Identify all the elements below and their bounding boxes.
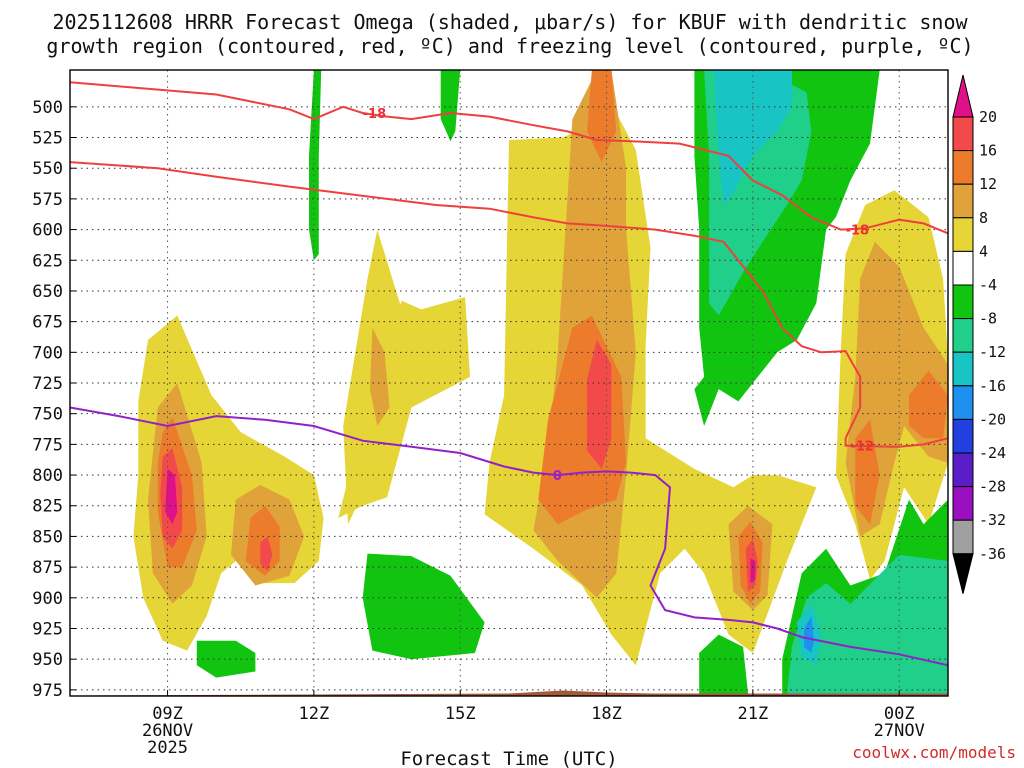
omega-region-4 xyxy=(165,468,178,525)
omega-colorbar: 20 16 12 8 4 -4 -8 -12 -16 -20 -24 -28 -32 -36 xyxy=(952,74,1006,594)
chart-title-line-2: growth region (contoured, red, ºC) and f… xyxy=(46,34,973,58)
dendritic-label-2: -12 xyxy=(850,440,874,455)
omega-region-25 xyxy=(440,70,461,142)
x-tick-label-21Z: 21Z xyxy=(738,704,769,724)
colorbar-band--4-4 xyxy=(952,250,974,286)
colorbar-label--24: -24 xyxy=(979,444,1006,462)
colorbar-bottom-arrow xyxy=(952,553,974,594)
y-tick-label-825: 825 xyxy=(32,497,63,517)
colorbar-label-4: 4 xyxy=(979,242,988,260)
colorbar-band-8-12 xyxy=(952,183,974,219)
colorbar-top-arrow xyxy=(952,74,974,118)
omega-region-7 xyxy=(260,536,273,571)
omega-region-30 xyxy=(196,640,256,678)
terrain-fill xyxy=(70,690,948,696)
omega-region-15 xyxy=(587,340,612,469)
terrain-strip xyxy=(70,690,948,696)
y-tick-label-550: 550 xyxy=(32,159,63,179)
omega-region-31 xyxy=(699,634,748,694)
x-tick-label-00Z: 00Z xyxy=(884,704,915,724)
colorbar-band-4-8 xyxy=(952,217,974,252)
x-tick-year-09Z: 2025 xyxy=(147,738,188,758)
colorbar-label--28: -28 xyxy=(979,478,1006,496)
colorbar-label--16: -16 xyxy=(979,377,1006,395)
y-axis-pressure: 500 525 550 575 600 625 650 675 700 725 750 775 800 8… xyxy=(32,98,76,701)
freezing-level-label: 0 xyxy=(553,469,562,484)
omega-region-35 xyxy=(804,616,814,653)
plot-grid xyxy=(70,70,948,696)
freezing-level-line xyxy=(70,406,948,667)
x-tick-label-18Z: 18Z xyxy=(591,704,622,724)
colorbar-label--20: -20 xyxy=(979,410,1006,428)
x-axis-label: Forecast Time (UTC) xyxy=(400,748,617,768)
omega-region-23 xyxy=(909,370,948,439)
colorbar-band--12--8 xyxy=(952,318,974,353)
y-tick-label-975: 975 xyxy=(32,681,63,701)
colorbar-band--20--16 xyxy=(952,385,974,420)
omega-region-10 xyxy=(370,327,390,426)
omega-region-29 xyxy=(362,553,485,660)
y-tick-label-675: 675 xyxy=(32,313,63,333)
dendritic-line-2 xyxy=(70,161,948,448)
omega-shading xyxy=(133,70,948,694)
credit-link[interactable]: coolwx.com/models xyxy=(852,743,1016,762)
x-tick-label-12Z: 12Z xyxy=(299,704,330,724)
y-tick-label-875: 875 xyxy=(32,558,63,578)
omega-region-24 xyxy=(309,70,322,261)
colorbar-band--28--24 xyxy=(952,452,974,488)
colorbar-label--32: -32 xyxy=(979,511,1006,529)
colorbar-label--4: -4 xyxy=(979,276,997,294)
y-tick-label-900: 900 xyxy=(32,589,63,609)
y-tick-label-800: 800 xyxy=(32,466,63,486)
colorbar-label-16: 16 xyxy=(979,142,997,160)
x-tick-date-00Z: 27NOV xyxy=(874,721,925,741)
colorbar-band--16--12 xyxy=(952,351,974,387)
dendritic-label-1: -18 xyxy=(846,224,870,239)
colorbar-band--8--4 xyxy=(952,284,974,320)
y-tick-label-725: 725 xyxy=(32,374,63,394)
x-tick-date-09Z: 26NOV xyxy=(142,721,193,741)
y-tick-label-525: 525 xyxy=(32,129,63,149)
colorbar-band--32--28 xyxy=(952,486,974,521)
y-tick-label-775: 775 xyxy=(32,435,63,455)
y-tick-label-625: 625 xyxy=(32,251,63,271)
y-tick-label-650: 650 xyxy=(32,282,63,302)
colorbar-label--8: -8 xyxy=(979,310,997,328)
dendritic-line-0 xyxy=(70,81,948,235)
colorbar-band--36--32 xyxy=(952,519,974,555)
y-tick-label-600: 600 xyxy=(32,221,63,241)
colorbar-label-20: 20 xyxy=(979,108,997,126)
y-tick-label-500: 500 xyxy=(32,98,63,118)
x-tick-label-09Z: 09Z xyxy=(152,704,183,724)
dendritic-label-0: -18 xyxy=(363,107,387,122)
colorbar-label-8: 8 xyxy=(979,209,988,227)
colorbar-label--12: -12 xyxy=(979,343,1006,361)
y-tick-label-750: 750 xyxy=(32,405,63,425)
contour-lines: -18 -18 -12 0 xyxy=(70,81,948,667)
y-tick-label-575: 575 xyxy=(32,190,63,210)
colorbar-band-12-16 xyxy=(952,150,974,185)
colorbar-band-16-20 xyxy=(952,116,974,152)
y-tick-label-925: 925 xyxy=(32,619,63,639)
x-tick-label-15Z: 15Z xyxy=(445,704,476,724)
chart-title-line-1: 2025112608 HRRR Forecast Omega (shaded, … xyxy=(52,10,968,34)
colorbar-label--36: -36 xyxy=(979,545,1006,563)
omega-region-33 xyxy=(787,554,948,694)
colorbar-label-12: 12 xyxy=(979,175,997,193)
colorbar-band--24--20 xyxy=(952,418,974,454)
y-tick-label-850: 850 xyxy=(32,527,63,547)
y-tick-label-700: 700 xyxy=(32,343,63,363)
y-tick-label-950: 950 xyxy=(32,650,63,670)
